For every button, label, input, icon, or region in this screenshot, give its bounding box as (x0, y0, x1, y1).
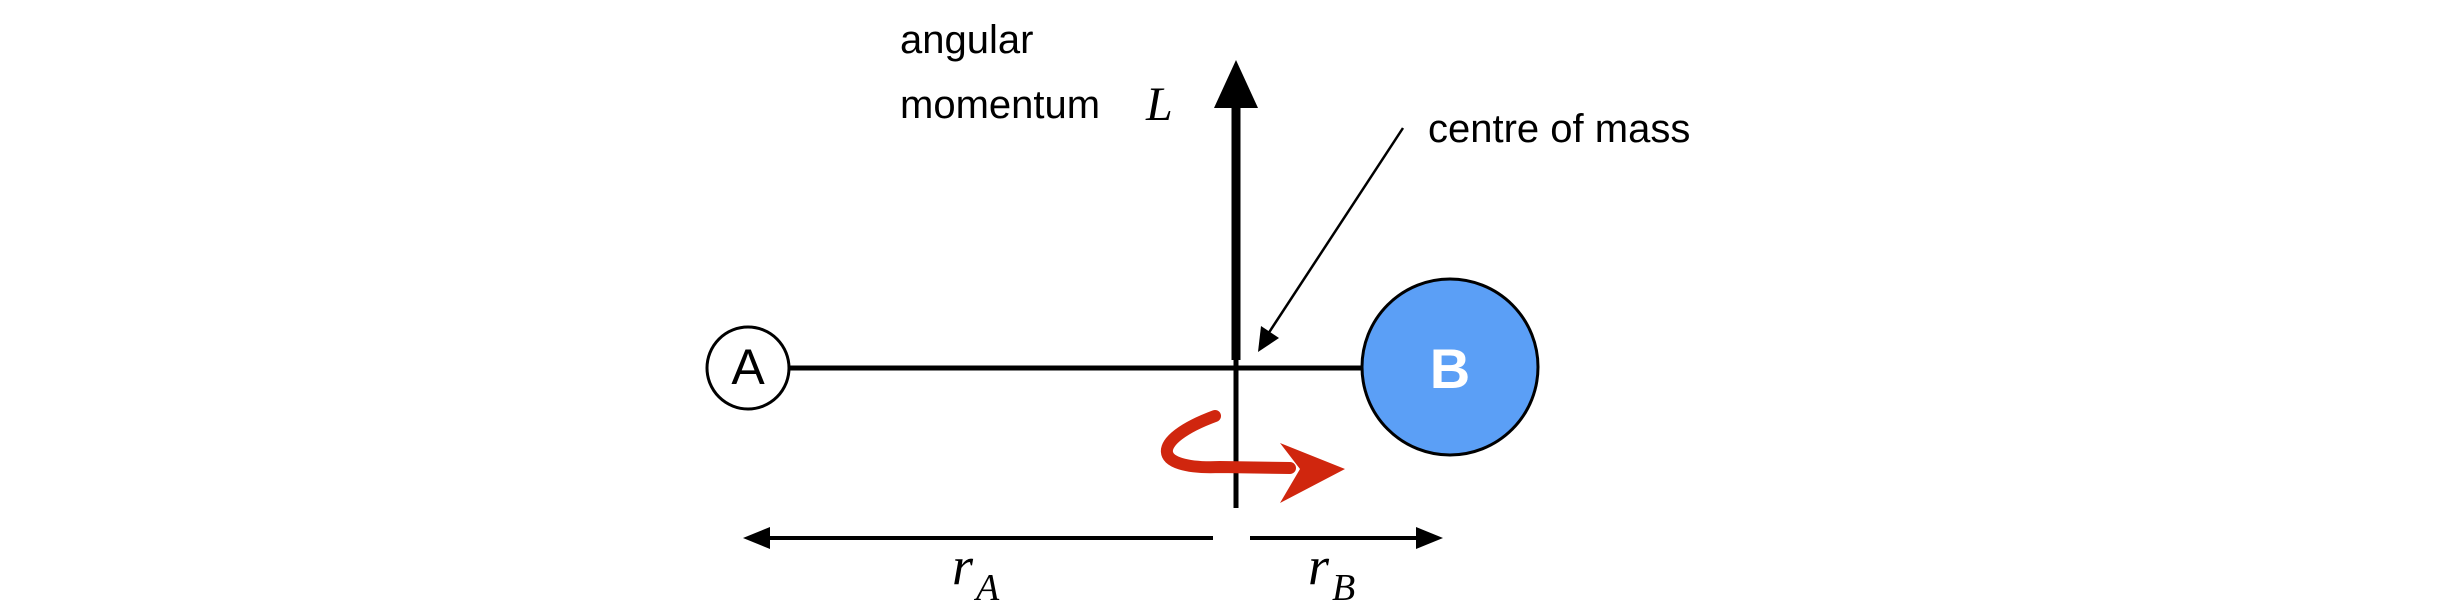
distance-a-subscript: A (973, 567, 1000, 605)
rotation-arrowhead (1280, 443, 1345, 503)
svg-text:r: r (952, 536, 974, 596)
body-a-circle (705, 325, 791, 411)
centre-of-mass-label: centre of mass (1428, 107, 1690, 151)
distance-arrow-b-head (1416, 527, 1443, 549)
angular-momentum-symbol: L (1145, 78, 1173, 131)
distance-b-subscript: B (1332, 567, 1355, 605)
angular-momentum-label-line2: momentum (900, 83, 1100, 127)
body-b-label: B (1430, 337, 1470, 400)
body-b-circle (1360, 277, 1540, 457)
centre-of-mass-pointer (1266, 127, 1405, 335)
rotation-arrow (1160, 410, 1296, 474)
centre-of-mass-pointer-arrowhead (1258, 326, 1279, 352)
body-a-label: A (731, 339, 765, 395)
svg-text:r: r (1308, 536, 1330, 596)
distance-arrow-a-head (743, 527, 770, 549)
distance-b-symbol: r (1308, 536, 1330, 596)
distance-a-symbol: r (952, 536, 974, 596)
svg-text:momentum: momentum (900, 83, 1100, 127)
angular-momentum-label-line1: angular (900, 18, 1033, 62)
angular-momentum-arrowhead (1214, 60, 1258, 108)
